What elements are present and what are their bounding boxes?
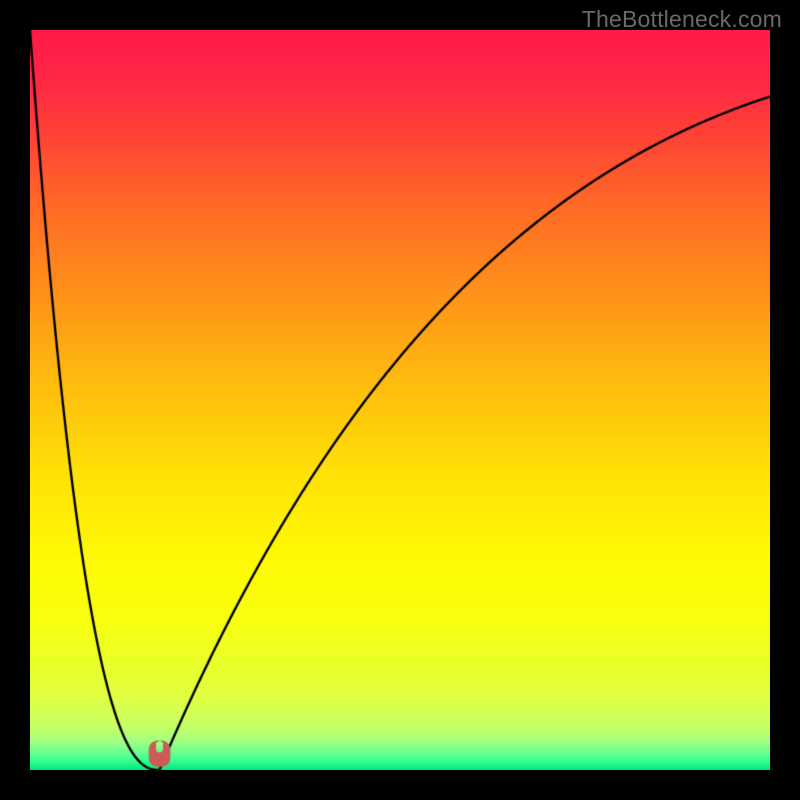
watermark-label: TheBottleneck.com — [582, 6, 782, 33]
bottleneck-curve-layer — [30, 30, 770, 770]
chart-stage: TheBottleneck.com — [0, 0, 800, 800]
